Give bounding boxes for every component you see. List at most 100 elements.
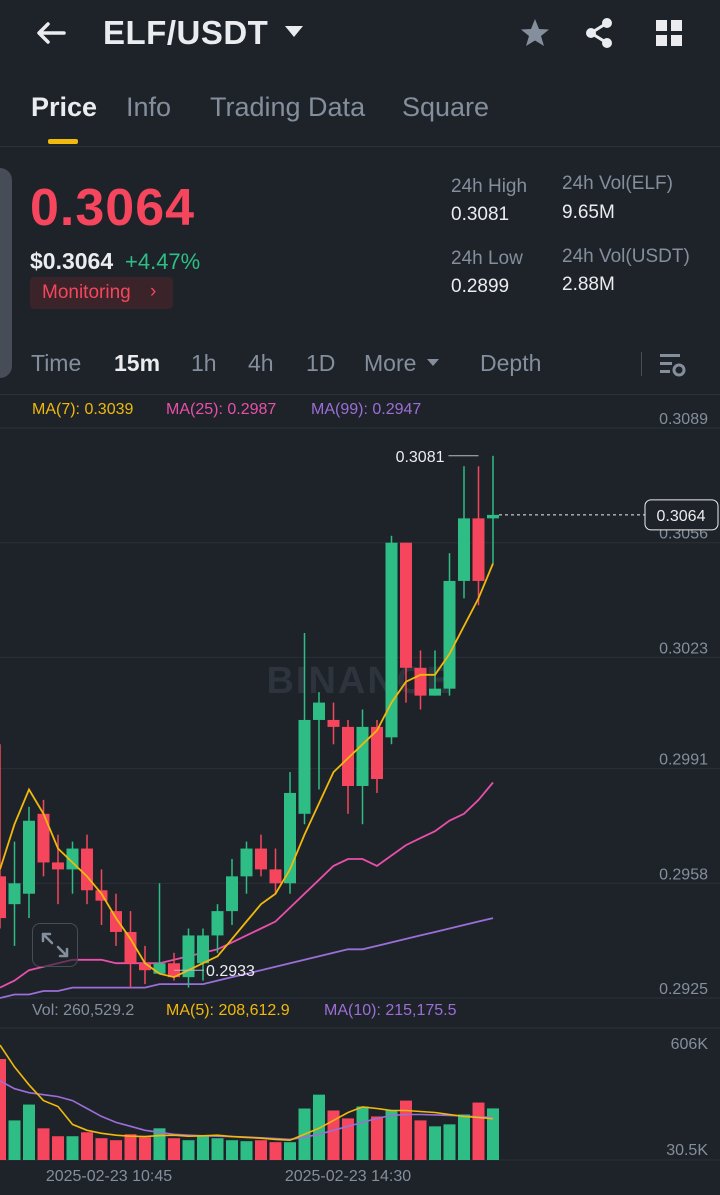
candlestick-chart[interactable]: 0.30890.30560.30230.29910.29580.2925BINA… (0, 395, 720, 1195)
volume-bar (66, 1136, 79, 1160)
divider (0, 394, 720, 395)
candle-body (81, 848, 93, 891)
candle-body (443, 580, 456, 689)
vol-ma5-line (0, 1044, 494, 1142)
x-axis-label: 2025-02-23 10:45 (46, 1168, 172, 1185)
tf-more[interactable]: More (364, 350, 417, 376)
pair-title[interactable]: ELF/USDT (103, 14, 269, 51)
volume-bar (211, 1138, 224, 1160)
candle-body (342, 726, 354, 786)
arrow-left-icon[interactable] (30, 14, 70, 54)
chart-settings-icon[interactable] (656, 350, 688, 380)
volume-bar (487, 1108, 499, 1160)
candle-body (385, 542, 398, 738)
candle-body (313, 702, 325, 720)
candle-body (400, 542, 412, 668)
monitoring-button[interactable]: Monitoring › (30, 277, 173, 309)
tf-1h[interactable]: 1h (191, 350, 217, 376)
candle-body (139, 963, 151, 971)
tf-depth[interactable]: Depth (480, 350, 542, 376)
divider (641, 352, 642, 376)
candle-body (327, 719, 340, 727)
candle-body (153, 963, 166, 974)
candle-body (8, 883, 21, 905)
x-axis-label: 2025-02-23 14:30 (285, 1168, 411, 1185)
volume-bar (400, 1100, 412, 1160)
chevron-down-icon[interactable] (427, 359, 439, 366)
volume-tick-label: 606K (671, 1036, 709, 1053)
candle-body (211, 911, 224, 936)
chevron-down-icon[interactable] (285, 26, 303, 37)
active-tab-indicator (48, 139, 78, 144)
y-tick-label: 0.2958 (659, 866, 708, 883)
candle-body (37, 813, 50, 863)
volume-bar (458, 1114, 470, 1160)
candle-body (356, 726, 369, 786)
volume-bar (385, 1110, 398, 1160)
volume-bar (443, 1124, 456, 1160)
star-icon[interactable] (518, 16, 552, 50)
volume-bar (472, 1102, 485, 1160)
volume-bar (168, 1138, 180, 1160)
ma7-line (0, 563, 494, 979)
candle-body (226, 876, 238, 912)
candle-body (472, 518, 485, 581)
volume-bar (240, 1141, 253, 1160)
stat-high-label: 24h High (451, 176, 528, 197)
volume-tick-label: 30.5K (666, 1142, 708, 1159)
candle-body (124, 931, 137, 964)
stat-low-label: 24h Low (451, 248, 523, 269)
share-icon[interactable] (582, 16, 616, 50)
tf-4h[interactable]: 4h (248, 350, 274, 376)
tf-1d[interactable]: 1D (306, 350, 336, 376)
usd-price: $0.3064 (30, 248, 114, 274)
tab-price[interactable]: Price (31, 92, 98, 122)
candle-body (0, 876, 6, 919)
candle-body (298, 719, 311, 814)
tf-15m[interactable]: 15m (114, 350, 161, 376)
tab-trading-data[interactable]: Trading Data (210, 92, 366, 122)
volume-bar (182, 1140, 195, 1160)
monitoring-label: Monitoring (42, 282, 131, 303)
volume-bar (52, 1136, 64, 1160)
volume-legend: Vol: 260,529.2 (32, 1002, 135, 1019)
volume-bar (269, 1142, 282, 1160)
volume-bar (356, 1106, 369, 1160)
volume-bar (95, 1138, 108, 1160)
ma99-legend: MA(99): 0.2947 (311, 401, 422, 418)
tf-time[interactable]: Time (31, 350, 82, 376)
candle-body (414, 667, 427, 696)
candle-body (182, 935, 195, 978)
stat-vol-elf-label: 24h Vol(ELF) (562, 173, 673, 194)
candle-body (487, 514, 499, 519)
volume-bar (429, 1126, 441, 1160)
stat-vol-usdt-label: 24h Vol(USDT) (562, 246, 690, 267)
tab-bar: Price Info Trading Data Square (0, 80, 720, 146)
volume-bar (197, 1136, 209, 1160)
volume-bar (81, 1132, 93, 1160)
candle-body (255, 848, 267, 870)
y-tick-label: 0.2991 (659, 752, 708, 769)
candle-body (458, 518, 470, 581)
top-bar: ELF/USDT (0, 0, 720, 70)
tab-square[interactable]: Square (402, 92, 490, 122)
grid-icon[interactable] (652, 16, 686, 50)
y-tick-label: 0.3023 (659, 640, 708, 657)
stat-vol-elf-value: 9.65M (562, 202, 615, 223)
last-price: 0.3064 (30, 179, 196, 237)
divider (0, 146, 720, 147)
expand-icon[interactable] (32, 923, 78, 967)
volume-bar (8, 1120, 21, 1160)
volume-bar (414, 1120, 427, 1160)
ma25-legend: MA(25): 0.2987 (166, 401, 277, 418)
side-panel-handle[interactable] (0, 168, 12, 378)
candle-body (23, 820, 35, 894)
current-price-badge (644, 499, 719, 531)
price-change: +4.47% (125, 249, 201, 274)
ma7-legend: MA(7): 0.3039 (32, 401, 134, 418)
vol-ma5-legend: MA(5): 208,612.9 (166, 1002, 290, 1019)
stat-high-value: 0.3081 (451, 204, 510, 225)
tab-info[interactable]: Info (126, 92, 172, 122)
candle-body (269, 869, 282, 884)
volume-bar (342, 1118, 354, 1160)
